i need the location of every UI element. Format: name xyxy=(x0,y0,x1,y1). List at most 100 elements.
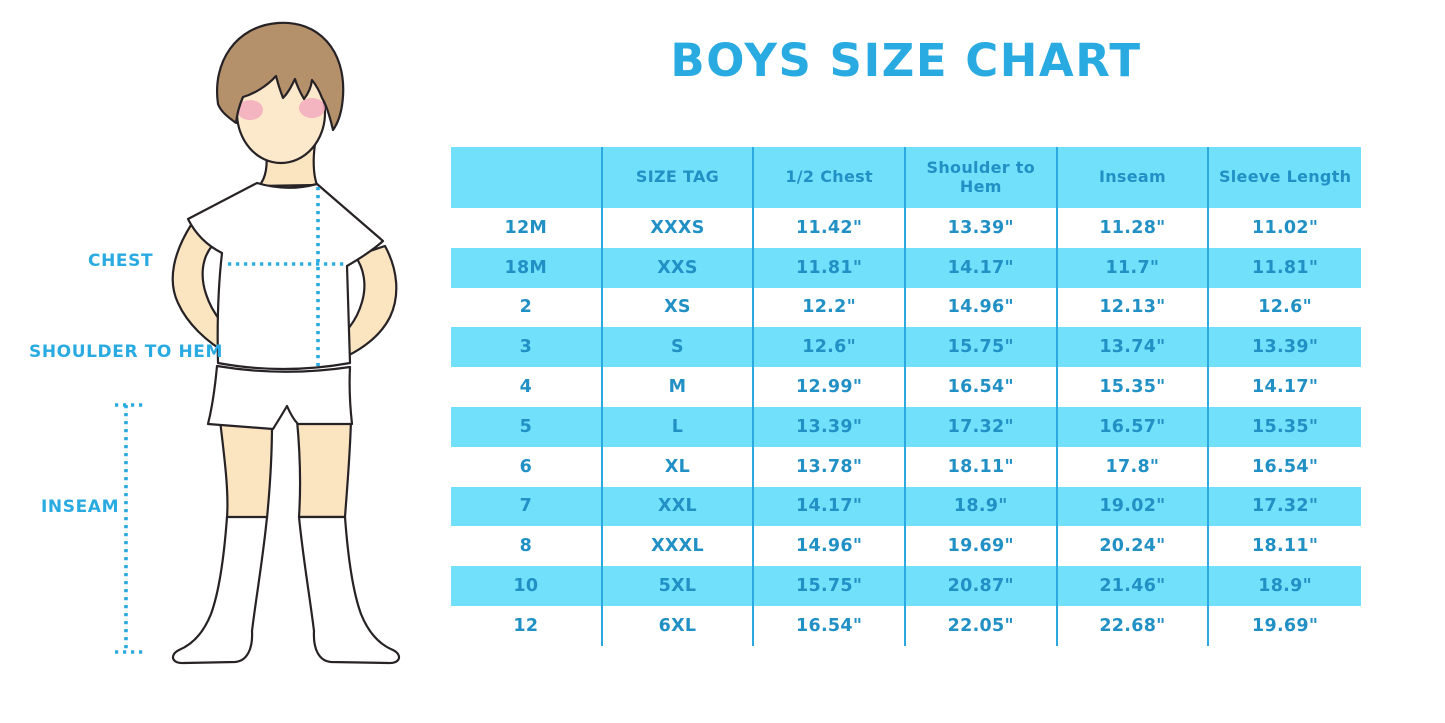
table-row: 3 S 12.6" 15.75" 13.74" 13.39" xyxy=(451,327,1361,368)
size-value-cell: 13.39" xyxy=(754,406,906,447)
size-value-cell: 11.7" xyxy=(1057,247,1210,288)
right-cheek-blush xyxy=(299,98,325,118)
size-value-cell: 13.39" xyxy=(1209,327,1361,368)
header-shoulder-to-hem: Shoulder to Hem xyxy=(905,147,1058,208)
size-value-cell: 16.54" xyxy=(754,605,906,646)
size-value-cell: 15.35" xyxy=(1058,367,1210,407)
size-value-cell: XXS xyxy=(602,247,755,288)
size-value-cell: 14.96" xyxy=(906,287,1058,328)
size-value-cell: 16.54" xyxy=(1252,456,1319,477)
table-row: 7 XXL 14.17" 18.9" 19.02" 17.32" xyxy=(451,486,1361,527)
size-value-cell: XXL xyxy=(602,486,755,527)
table-row: 10 5XL 15.75" 20.87" 21.46" 18.9" xyxy=(451,566,1361,606)
right-sock xyxy=(297,515,401,665)
size-value-cell: 17.32" xyxy=(1209,486,1361,527)
size-value-cell: 19.69" xyxy=(1252,615,1319,636)
size-table-header: SIZE TAG 1/2 Chest Shoulder to Hem Insea… xyxy=(451,147,1361,208)
table-row: 6 XL 13.78" 18.11" 17.8" 16.54" xyxy=(451,446,1361,487)
size-value-cell: XXXL xyxy=(603,526,755,567)
table-row: 5 L 13.39" 17.32" 16.57" 15.35" xyxy=(451,406,1361,447)
size-value-cell: 20.87" xyxy=(905,566,1058,606)
size-value-cell: 20.24" xyxy=(1058,526,1210,567)
row-size-label: 18M xyxy=(451,247,603,288)
table-row: 12M XXXS 11.42" 13.39" 11.28" 11.02" xyxy=(451,208,1361,248)
row-size-label: 12M xyxy=(451,208,603,248)
size-value-cell: 22.05" xyxy=(906,605,1058,646)
size-value-cell: 19.69" xyxy=(906,526,1058,567)
size-value-cell: XXXS xyxy=(603,208,755,248)
size-value-cell: 6XL xyxy=(603,605,755,646)
size-value-cell: 18.11" xyxy=(906,446,1058,487)
size-value-cell: 11.81" xyxy=(754,247,906,288)
table-row: 18M XXS 11.81" 14.17" 11.7" 11.81" xyxy=(451,247,1361,288)
shorts xyxy=(206,364,354,431)
boy-illustration xyxy=(115,21,401,665)
size-value-cell: 5XL xyxy=(602,566,755,606)
size-value-cell: 12.6" xyxy=(754,327,906,368)
size-value-cell: 15.35" xyxy=(1209,406,1361,447)
row-size-label: 8 xyxy=(451,526,603,567)
right-leg xyxy=(295,418,353,519)
row-size-label: 3 xyxy=(451,327,603,368)
measurement-dotted-lines xyxy=(115,187,346,654)
table-row: 8 XXXL 14.96" 19.69" 20.24" 18.11" xyxy=(451,526,1361,567)
size-table-body: 12M XXXS 11.42" 13.39" 11.28" 11.02" 18M XXS 11.… xyxy=(451,208,1361,646)
header-size xyxy=(451,147,603,208)
row-size-label: 10 xyxy=(451,566,603,606)
row-size-label: 12 xyxy=(451,605,603,646)
hair xyxy=(216,21,345,132)
size-value-cell: 12.6" xyxy=(1258,297,1313,318)
size-value-cell: 22.68" xyxy=(1058,605,1210,646)
row-size-label: 7 xyxy=(451,486,603,527)
size-value-cell: 11.02" xyxy=(1252,217,1319,238)
size-value-cell: M xyxy=(603,367,755,407)
left-cheek-blush xyxy=(237,100,263,120)
row-size-label: 2 xyxy=(451,287,603,328)
header-half-chest: 1/2 Chest xyxy=(754,147,906,208)
size-value-cell: 14.96" xyxy=(754,526,906,567)
table-row: 4 M 12.99" 16.54" 15.35" 14.17" xyxy=(451,367,1361,407)
left-leg xyxy=(218,418,274,520)
size-value-cell: 12.13" xyxy=(1058,287,1210,328)
size-value-cell: 13.74" xyxy=(1057,327,1210,368)
header-inseam: Inseam xyxy=(1057,147,1210,208)
row-size-label: 5 xyxy=(451,406,603,447)
inseam-label: INSEAM xyxy=(41,497,120,517)
size-value-cell: 13.39" xyxy=(906,208,1058,248)
size-value-cell: 19.02" xyxy=(1057,486,1210,527)
size-value-cell: XS xyxy=(603,287,755,328)
size-table: SIZE TAG 1/2 Chest Shoulder to Hem Insea… xyxy=(451,147,1361,646)
row-size-label: 6 xyxy=(451,446,603,487)
boy-measurement-diagram xyxy=(0,0,460,723)
size-value-cell: 18.9" xyxy=(1209,566,1361,606)
size-value-cell: 16.57" xyxy=(1057,406,1210,447)
size-value-cell: 17.8" xyxy=(1058,446,1210,487)
size-value-cell: 18.11" xyxy=(1252,536,1319,557)
size-value-cell: 13.78" xyxy=(754,446,906,487)
size-value-cell: 16.54" xyxy=(906,367,1058,407)
size-value-cell: 12.2" xyxy=(754,287,906,328)
size-value-cell: 17.32" xyxy=(905,406,1058,447)
size-value-cell: 14.17" xyxy=(1252,377,1319,398)
row-size-label: 4 xyxy=(451,367,603,407)
size-value-cell: 21.46" xyxy=(1057,566,1210,606)
size-value-cell: 12.99" xyxy=(754,367,906,407)
chest-label: CHEST xyxy=(88,251,154,271)
size-value-cell: L xyxy=(602,406,755,447)
shoulder-to-hem-label: SHOULDER TO HEM xyxy=(29,342,224,362)
size-value-cell: 11.28" xyxy=(1058,208,1210,248)
t-shirt xyxy=(186,181,385,371)
size-value-cell: 15.75" xyxy=(905,327,1058,368)
header-sleeve-length: Sleeve Length xyxy=(1209,147,1361,208)
size-value-cell: 11.42" xyxy=(754,208,906,248)
size-value-cell: 15.75" xyxy=(754,566,906,606)
header-size-tag: SIZE TAG xyxy=(602,147,755,208)
size-value-cell: S xyxy=(602,327,755,368)
size-value-cell: 14.17" xyxy=(905,247,1058,288)
size-value-cell: 14.17" xyxy=(754,486,906,527)
size-value-cell: 11.81" xyxy=(1209,247,1361,288)
page-title: BOYS SIZE CHART xyxy=(670,34,1142,87)
left-sock xyxy=(171,515,269,665)
size-value-cell: 18.9" xyxy=(905,486,1058,527)
